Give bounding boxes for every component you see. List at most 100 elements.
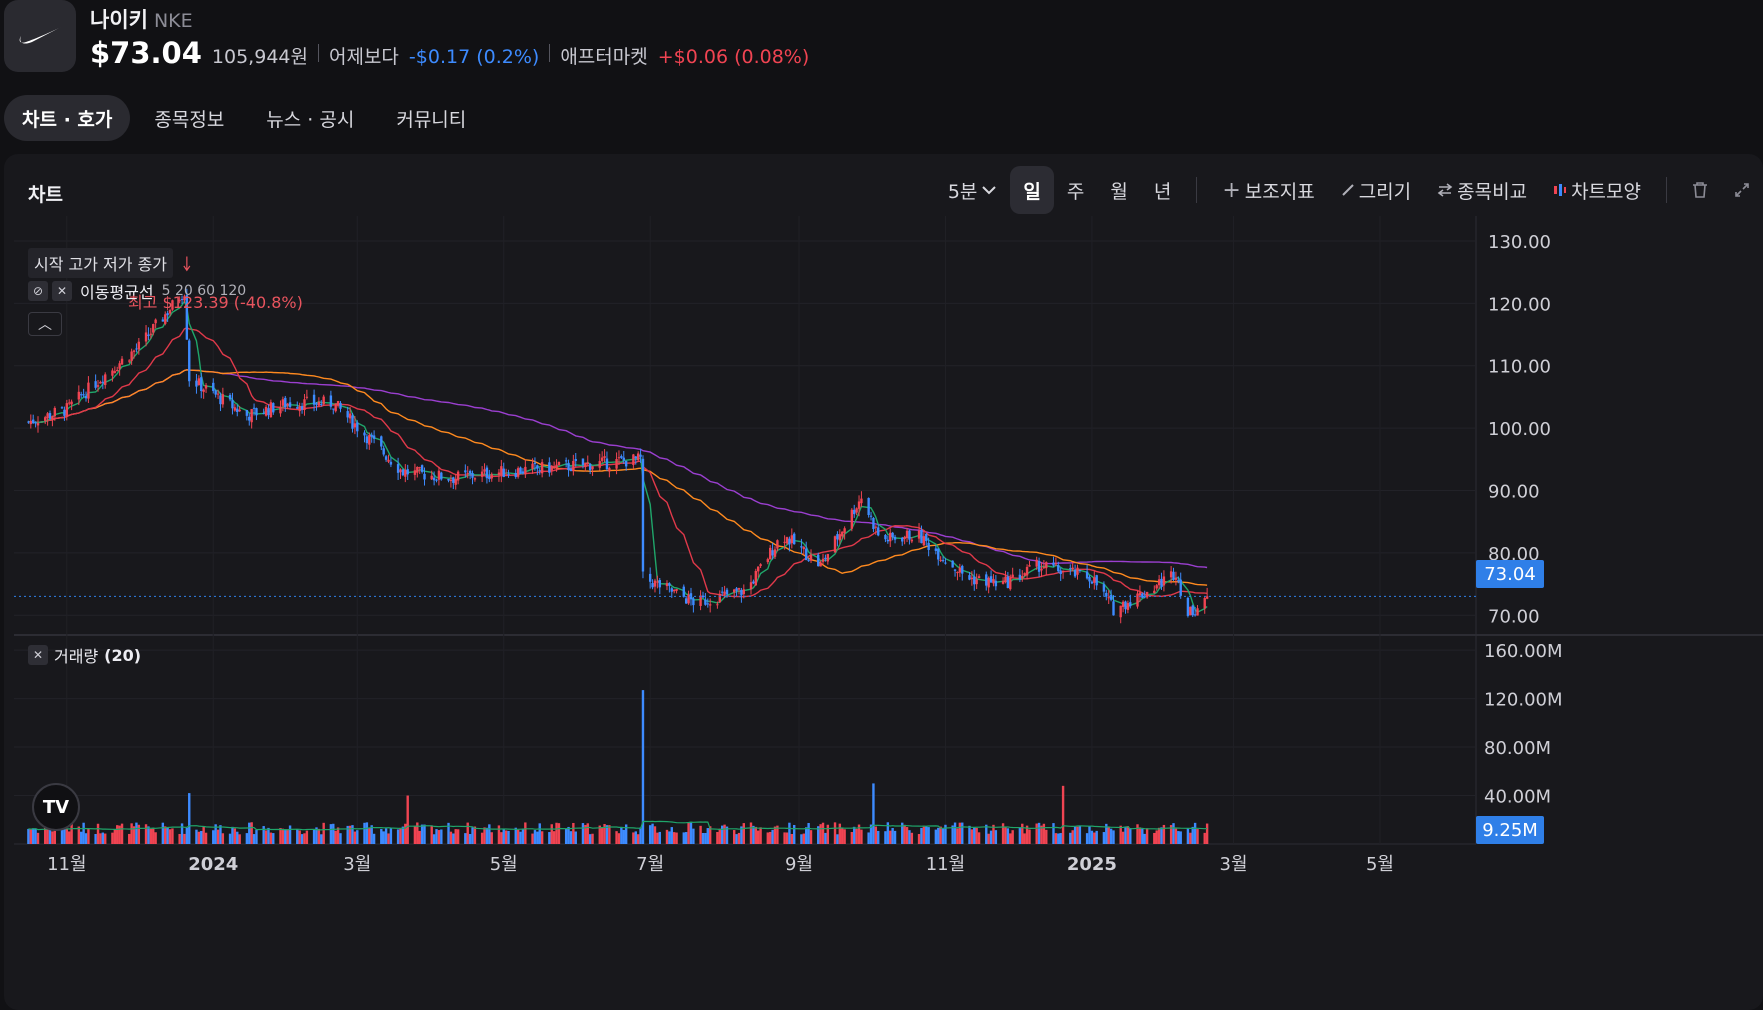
volume-bar — [231, 826, 234, 844]
tab-community[interactable]: 커뮤니티 — [396, 108, 467, 131]
candle-body — [113, 371, 117, 373]
candle-body — [617, 457, 621, 459]
volume-bar — [1052, 823, 1055, 844]
candle-body — [416, 466, 419, 473]
candle-body — [236, 408, 239, 413]
candle-body — [1004, 576, 1007, 583]
candle-body — [34, 422, 37, 424]
volume-bar — [874, 826, 878, 844]
divider — [1666, 177, 1667, 203]
volume-bar — [202, 826, 205, 844]
draw-button[interactable]: 그리기 — [1328, 166, 1424, 214]
chevron-up-icon[interactable]: ︿ — [28, 312, 62, 336]
period-month[interactable]: 월 — [1110, 180, 1128, 203]
candle-body — [68, 402, 71, 404]
tab-chart-quote[interactable]: 차트 · 호가 — [4, 95, 131, 141]
candle-body — [961, 565, 964, 574]
candle-body — [826, 554, 830, 562]
candle-body — [1054, 563, 1058, 565]
candle-body — [567, 462, 570, 471]
volume-bar — [166, 827, 169, 844]
volume-bar — [1023, 833, 1026, 844]
candle-body — [245, 409, 249, 416]
candle-body — [1085, 571, 1089, 579]
candle-body — [197, 378, 201, 386]
volume-bar — [1193, 822, 1197, 844]
chart-shape-button[interactable]: 차트모양 — [1540, 166, 1654, 214]
volume-bar — [1061, 785, 1065, 844]
candle-body — [956, 571, 959, 574]
tab-stock-info[interactable]: 종목정보 — [154, 108, 225, 131]
volume-bar — [516, 829, 520, 844]
candle-body — [807, 560, 810, 562]
candle-body — [1105, 592, 1108, 597]
volume-bar — [725, 826, 729, 844]
candle-body — [682, 586, 685, 597]
candle-body — [821, 558, 825, 562]
volume-bar — [1145, 828, 1149, 844]
interval-dropdown[interactable]: 5분 — [935, 166, 1011, 214]
close-icon[interactable]: ✕ — [52, 281, 72, 301]
volume-bar — [1179, 831, 1182, 844]
volume-bar — [920, 827, 923, 844]
volume-bar — [1153, 832, 1156, 844]
period-day[interactable]: 일 — [1010, 166, 1054, 214]
candle-body — [519, 467, 522, 474]
volume-bar — [423, 824, 426, 844]
eye-off-icon[interactable]: ⊘ — [28, 281, 48, 301]
volume-bar — [128, 833, 131, 844]
tradingview-logo[interactable]: TV — [32, 783, 80, 831]
period-week[interactable]: 주 — [1066, 180, 1085, 203]
candle-body — [303, 399, 306, 410]
volume-bar — [1157, 827, 1161, 844]
volume-bar — [454, 829, 457, 844]
tab-news[interactable]: 뉴스 · 공시 — [266, 108, 355, 131]
candle-body — [720, 591, 724, 593]
trash-icon[interactable] — [1679, 166, 1721, 214]
price-chart[interactable]: 130.00 120.00 110.00 100.00 90.00 80.00 70.00 1… — [4, 154, 1763, 1010]
candle-body — [449, 479, 453, 482]
volume-bar — [334, 830, 337, 844]
indicator-button[interactable]: + 보조지표 — [1209, 166, 1327, 214]
divider — [549, 44, 551, 62]
candle-body — [188, 340, 191, 382]
candle-body — [312, 394, 316, 405]
period-year[interactable]: 년 — [1153, 180, 1172, 203]
candle-body — [975, 579, 978, 585]
after-market-change: +$0.06 (0.08%) — [657, 46, 810, 68]
candle-body — [262, 413, 265, 415]
volume-bar — [406, 795, 409, 844]
volume-bar — [1021, 823, 1024, 844]
candle-body — [889, 532, 892, 542]
y-tick-label: 130.00 — [1488, 232, 1551, 253]
volume-bar — [1071, 830, 1074, 844]
volume-bar — [1028, 829, 1031, 844]
candle-body — [944, 562, 947, 564]
volume-bar — [838, 823, 842, 844]
chart-panel: 차트 5분 일 주 월 년 + 보조지표 그리기 종목비교 차트모양 — [4, 154, 1763, 1010]
candle-body — [423, 473, 426, 480]
candle-body — [1095, 575, 1098, 586]
candle-body — [1073, 569, 1077, 577]
volume-bar — [34, 828, 37, 844]
volume-bar — [783, 832, 786, 844]
volume-bar — [382, 831, 385, 844]
candle-body — [420, 465, 424, 472]
volume-bar — [51, 831, 54, 844]
candle-body — [281, 399, 285, 406]
candle-body — [60, 407, 64, 409]
candle-body — [396, 464, 400, 473]
candle-body — [233, 407, 237, 411]
volume-bar — [219, 825, 222, 844]
volume-bar — [989, 830, 993, 844]
candle-body — [740, 589, 743, 596]
candle-body — [77, 391, 81, 400]
compare-button[interactable]: 종목비교 — [1424, 166, 1540, 214]
candle-body — [164, 314, 167, 324]
volume-bar — [889, 830, 892, 844]
fullscreen-icon[interactable] — [1721, 166, 1763, 214]
close-icon[interactable]: ✕ — [28, 645, 48, 665]
x-tick-label: 9월 — [785, 854, 813, 875]
volume-bar — [1085, 833, 1089, 844]
volume-bar — [869, 824, 873, 844]
